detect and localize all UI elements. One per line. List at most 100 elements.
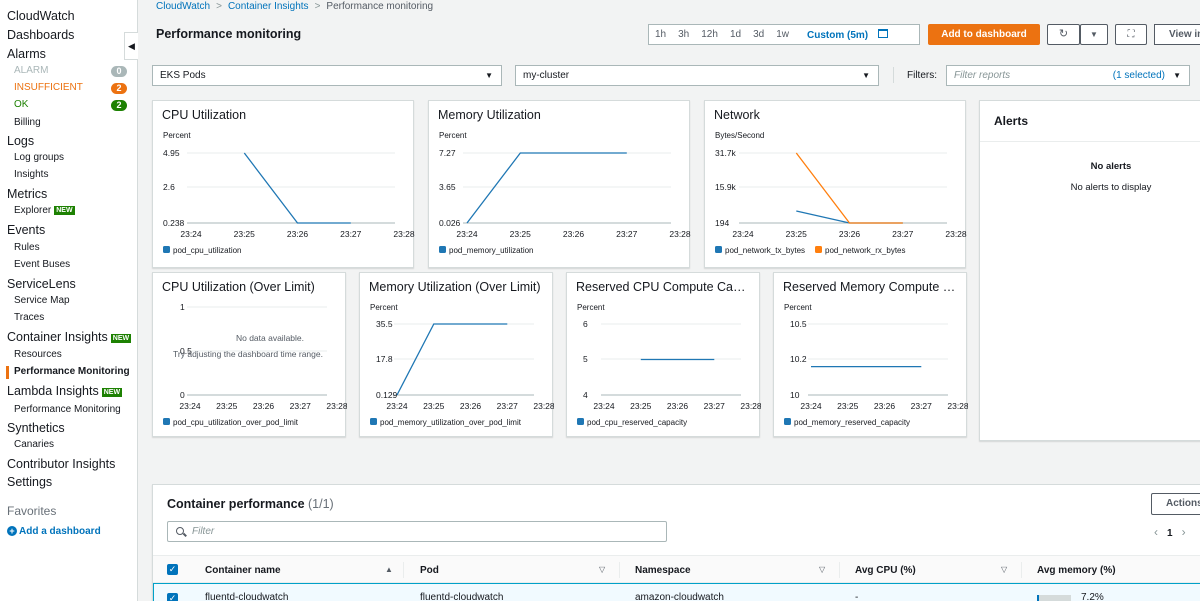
series-line-pod_network_tx_bytes[interactable]: [796, 210, 903, 224]
legend-label[interactable]: pod_cpu_utilization_over_pod_limit: [173, 418, 299, 427]
sidebar-item-events[interactable]: Events: [7, 223, 45, 237]
next-page-icon[interactable]: ›: [1181, 525, 1186, 539]
legend-label[interactable]: pod_memory_reserved_capacity: [794, 418, 910, 427]
breadcrumb-container-insights[interactable]: Container Insights: [227, 1, 309, 12]
filter-reports-input[interactable]: Filter reports (1 selected) ▼: [946, 65, 1190, 86]
table-row[interactable]: ✓ fluentd-cloudwatch fluentd-cloudwatch …: [153, 583, 1200, 601]
legend-swatch[interactable]: [163, 246, 170, 253]
sidebar-item-billing[interactable]: Billing: [14, 117, 41, 128]
chart-widget-memory-utilization[interactable]: Memory Utilization Percent 7.27 3.65 0.026 23…: [428, 100, 691, 268]
sidebar-item-dashboards[interactable]: Dashboards: [7, 28, 74, 42]
sort-icon[interactable]: ▽: [1001, 565, 1008, 574]
range-12h[interactable]: 12h: [701, 29, 718, 40]
range-1h[interactable]: 1h: [655, 29, 667, 40]
chart-widget-cpu-utilization[interactable]: CPU Utilization Percent 4.95 2.6 0.238 23:24 2…: [152, 100, 415, 268]
sidebar-item-insights[interactable]: Insights: [14, 169, 48, 180]
refresh-button[interactable]: ↻: [1047, 24, 1080, 45]
sidebar-item-label: Container Insights: [7, 330, 108, 344]
chart-widget-reserved-memory-compute-capacity[interactable]: Reserved Memory Compute CapacityPercent1…: [773, 272, 968, 437]
column-pod[interactable]: Pod: [420, 565, 439, 576]
resource-type-select[interactable]: EKS Pods ▼: [152, 65, 502, 86]
range-3h[interactable]: 3h: [678, 29, 690, 40]
legend-swatch[interactable]: [784, 418, 791, 425]
x-tick-label: 23:27: [290, 401, 312, 411]
chart-widget-memory-utilization-over-limit-[interactable]: Memory Utilization (Over Limit) Percent 35…: [359, 272, 554, 437]
column-namespace[interactable]: Namespace: [635, 565, 691, 576]
legend-swatch[interactable]: [439, 246, 446, 253]
sidebar-item-logs[interactable]: Logs: [7, 134, 34, 148]
breadcrumb-cloudwatch[interactable]: CloudWatch: [156, 1, 211, 12]
legend-label[interactable]: pod_network_rx_bytes: [825, 246, 906, 255]
select-all-checkbox[interactable]: ✓: [167, 564, 178, 575]
chart-widget-cpu-utilization-over-limit-[interactable]: CPU Utilization (Over Limit) 1 0.5 0 23:24 23…: [152, 272, 347, 437]
legend-swatch[interactable]: [815, 246, 822, 253]
column-avg-cpu[interactable]: Avg CPU (%): [855, 565, 916, 576]
sidebar-item-alarm[interactable]: ALARM: [14, 65, 48, 76]
chart-widget-network[interactable]: Network Bytes/Second 31.7k 15.9k 194 23:24 23:…: [704, 100, 967, 268]
sidebar-item-log-groups[interactable]: Log groups: [14, 152, 64, 163]
sort-icon[interactable]: ▽: [599, 565, 606, 574]
range-1d[interactable]: 1d: [729, 29, 742, 40]
sort-icon[interactable]: ▽: [819, 565, 826, 574]
sidebar-item-service-map[interactable]: Service Map: [14, 295, 70, 306]
chart-widget-reserved-cpu-compute-capacity[interactable]: Reserved CPU Compute Capacity Percent 6 5 4 2…: [566, 272, 761, 437]
series-line-pod_memory_utilization_over_pod_limit[interactable]: [396, 323, 508, 396]
chart-unit-label: Percent: [577, 303, 605, 312]
filter-reports-placeholder: Filter reports: [954, 70, 1011, 81]
page-number[interactable]: 1: [1167, 528, 1173, 539]
sidebar-item-performance-monitoring[interactable]: Performance Monitoring: [14, 404, 121, 415]
column-avg-memory[interactable]: Avg memory (%): [1037, 565, 1116, 576]
add-dashboard-link[interactable]: + Add a dashboard: [7, 526, 101, 537]
table-filter-input[interactable]: Filter: [167, 521, 667, 542]
series-line-pod_cpu_utilization[interactable]: [243, 152, 351, 224]
range-3d[interactable]: 3d: [753, 29, 765, 40]
sidebar-item-rules[interactable]: Rules: [14, 242, 40, 253]
series-line-pod_memory_utilization[interactable]: [466, 152, 627, 224]
collapse-sidebar-button[interactable]: ◀: [124, 32, 138, 60]
sidebar-item-settings[interactable]: Settings: [7, 475, 52, 489]
range-custom[interactable]: Custom (5m): [795, 28, 894, 41]
legend-label[interactable]: pod_network_tx_bytes: [725, 246, 805, 255]
row-checkbox[interactable]: ✓: [167, 593, 178, 601]
sidebar-item-explorer[interactable]: Explorer NEW: [14, 205, 75, 216]
sidebar-item-event-buses[interactable]: Event Buses: [14, 259, 70, 270]
column-container-name[interactable]: Container name: [205, 565, 281, 576]
cell-container-name[interactable]: fluentd-cloudwatch: [205, 592, 289, 601]
sidebar-item-contributor-insights[interactable]: Contributor Insights: [7, 457, 115, 471]
legend-swatch[interactable]: [577, 418, 584, 425]
sidebar-item-metrics[interactable]: Metrics: [7, 187, 47, 201]
actions-button[interactable]: Actions: [1151, 493, 1200, 515]
add-to-dashboard-button[interactable]: Add to dashboard: [928, 24, 1040, 45]
sidebar-item-insufficient[interactable]: INSUFFICIENT: [14, 82, 83, 93]
cluster-select[interactable]: my-cluster ▼: [515, 65, 879, 86]
new-badge: NEW: [54, 206, 75, 215]
sidebar-item-ok[interactable]: OK: [14, 99, 28, 110]
sidebar-item-resources[interactable]: Resources: [14, 349, 62, 360]
view-in-button[interactable]: View in: [1154, 24, 1200, 45]
refresh-options-button[interactable]: ▼: [1080, 24, 1108, 45]
sidebar-item-alarms[interactable]: Alarms: [7, 47, 46, 61]
legend-swatch[interactable]: [163, 418, 170, 425]
sidebar-item-container-insights[interactable]: Container Insights NEW: [7, 330, 132, 344]
sidebar-item-cloudwatch[interactable]: CloudWatch: [7, 9, 75, 23]
sidebar-item-lambda-insights[interactable]: Lambda Insights NEW: [7, 384, 123, 398]
sort-asc-icon[interactable]: ▲: [385, 565, 393, 574]
sidebar-item-servicelens[interactable]: ServiceLens: [7, 277, 76, 291]
legend-label[interactable]: pod_cpu_reserved_capacity: [587, 418, 687, 427]
sidebar-item-canaries[interactable]: Canaries: [14, 439, 54, 450]
legend-label[interactable]: pod_cpu_utilization: [173, 246, 242, 255]
sidebar-item-traces[interactable]: Traces: [14, 312, 44, 323]
sidebar-item-synthetics[interactable]: Synthetics: [7, 421, 65, 435]
sidebar-item-performance-monitoring[interactable]: Performance Monitoring: [14, 366, 130, 377]
chart-unit-label: Percent: [784, 303, 812, 312]
legend-swatch[interactable]: [370, 418, 377, 425]
filter-selected-count[interactable]: (1 selected): [1112, 70, 1165, 81]
series-line-pod_network_rx_bytes[interactable]: [795, 152, 903, 224]
legend-label[interactable]: pod_memory_utilization_over_pod_limit: [380, 418, 522, 427]
prev-page-icon[interactable]: ‹: [1154, 525, 1158, 539]
legend-swatch[interactable]: [715, 246, 722, 253]
legend-label[interactable]: pod_memory_utilization: [449, 246, 534, 255]
fullscreen-button[interactable]: ⛶: [1115, 24, 1147, 45]
range-1w[interactable]: 1w: [776, 29, 789, 40]
